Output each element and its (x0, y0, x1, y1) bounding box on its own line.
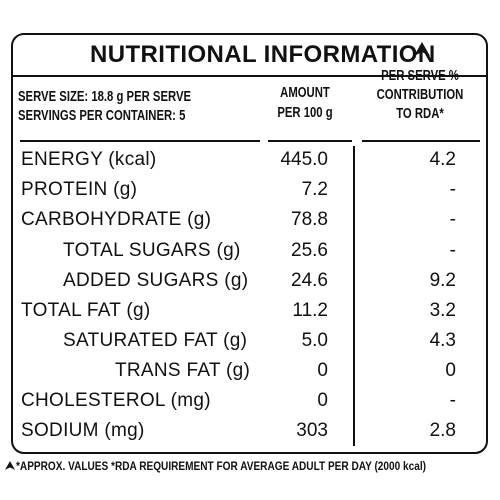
nutrient-label-cholesterol: CHOLESTEROL (mg) (21, 390, 211, 411)
per100-value-total-sugars: 25.6 (291, 240, 328, 261)
header-underline-mid (268, 140, 352, 142)
per100-value-cholesterol: 0 (317, 390, 328, 411)
rda-header-line1: PER SERVE % (381, 68, 459, 84)
rda-value-cholesterol: - (449, 390, 456, 411)
per100-value-total-fat: 11.2 (292, 300, 328, 321)
serve-size-text: SERVE SIZE: 18.8 g PER SERVE (18, 89, 192, 105)
rda-value-trans-fat: 0 (445, 360, 456, 381)
rda-value-energy: 4.2 (429, 149, 456, 170)
nutrient-label-energy: ENERGY (kcal) (21, 149, 157, 170)
per100-value-protein: 7.2 (301, 179, 328, 200)
per100-value-saturated-fat: 5.0 (301, 330, 328, 351)
amount-header-line1: AMOUNT (280, 85, 330, 101)
header-underline-right (362, 140, 480, 142)
nutrient-label-trans-fat: TRANS FAT (g) (115, 360, 251, 381)
nutrient-label-total-fat: TOTAL FAT (g) (21, 300, 151, 321)
per100-value-added-sugars: 24.6 (291, 270, 328, 291)
column-divider (353, 146, 355, 446)
rda-value-protein: - (449, 179, 456, 200)
rda-header-line3: TO RDA* (396, 106, 444, 122)
rda-value-sodium: 2.8 (429, 420, 456, 441)
rda-value-total-fat: 3.2 (429, 300, 456, 321)
nutrition-panel (11, 33, 488, 454)
rda-value-total-sugars: - (449, 240, 456, 261)
panel-title: NUTRITIONAL INFORMATION (90, 41, 436, 68)
rda-value-saturated-fat: 4.3 (429, 330, 456, 351)
arrowhead-icon (414, 42, 430, 56)
nutrient-label-added-sugars: ADDED SUGARS (g) (63, 270, 249, 291)
arrowhead-icon (5, 461, 15, 470)
per100-value-sodium: 303 (296, 420, 328, 441)
per100-value-trans-fat: 0 (317, 360, 328, 381)
amount-header-line2: PER 100 g (277, 105, 333, 121)
nutrient-label-total-sugars: TOTAL SUGARS (g) (63, 240, 241, 261)
nutrient-label-protein: PROTEIN (g) (21, 179, 138, 200)
per100-value-carbohydrate: 78.8 (291, 209, 328, 230)
rda-header-line2: CONTRIBUTION (376, 87, 464, 103)
rda-value-added-sugars: 9.2 (429, 270, 456, 291)
header-underline-left (20, 140, 260, 142)
per100-value-energy: 445.0 (280, 149, 328, 170)
nutrient-label-sodium: SODIUM (mg) (21, 420, 145, 441)
rda-value-carbohydrate: - (449, 209, 456, 230)
footer-note: *APPROX. VALUES *RDA REQUIREMENT FOR AVE… (16, 459, 426, 473)
nutrient-label-carbohydrate: CARBOHYDRATE (g) (21, 209, 212, 230)
servings-text: SERVINGS PER CONTAINER: 5 (18, 108, 186, 124)
nutrient-label-saturated-fat: SATURATED FAT (g) (63, 330, 248, 351)
title-divider (12, 75, 487, 77)
